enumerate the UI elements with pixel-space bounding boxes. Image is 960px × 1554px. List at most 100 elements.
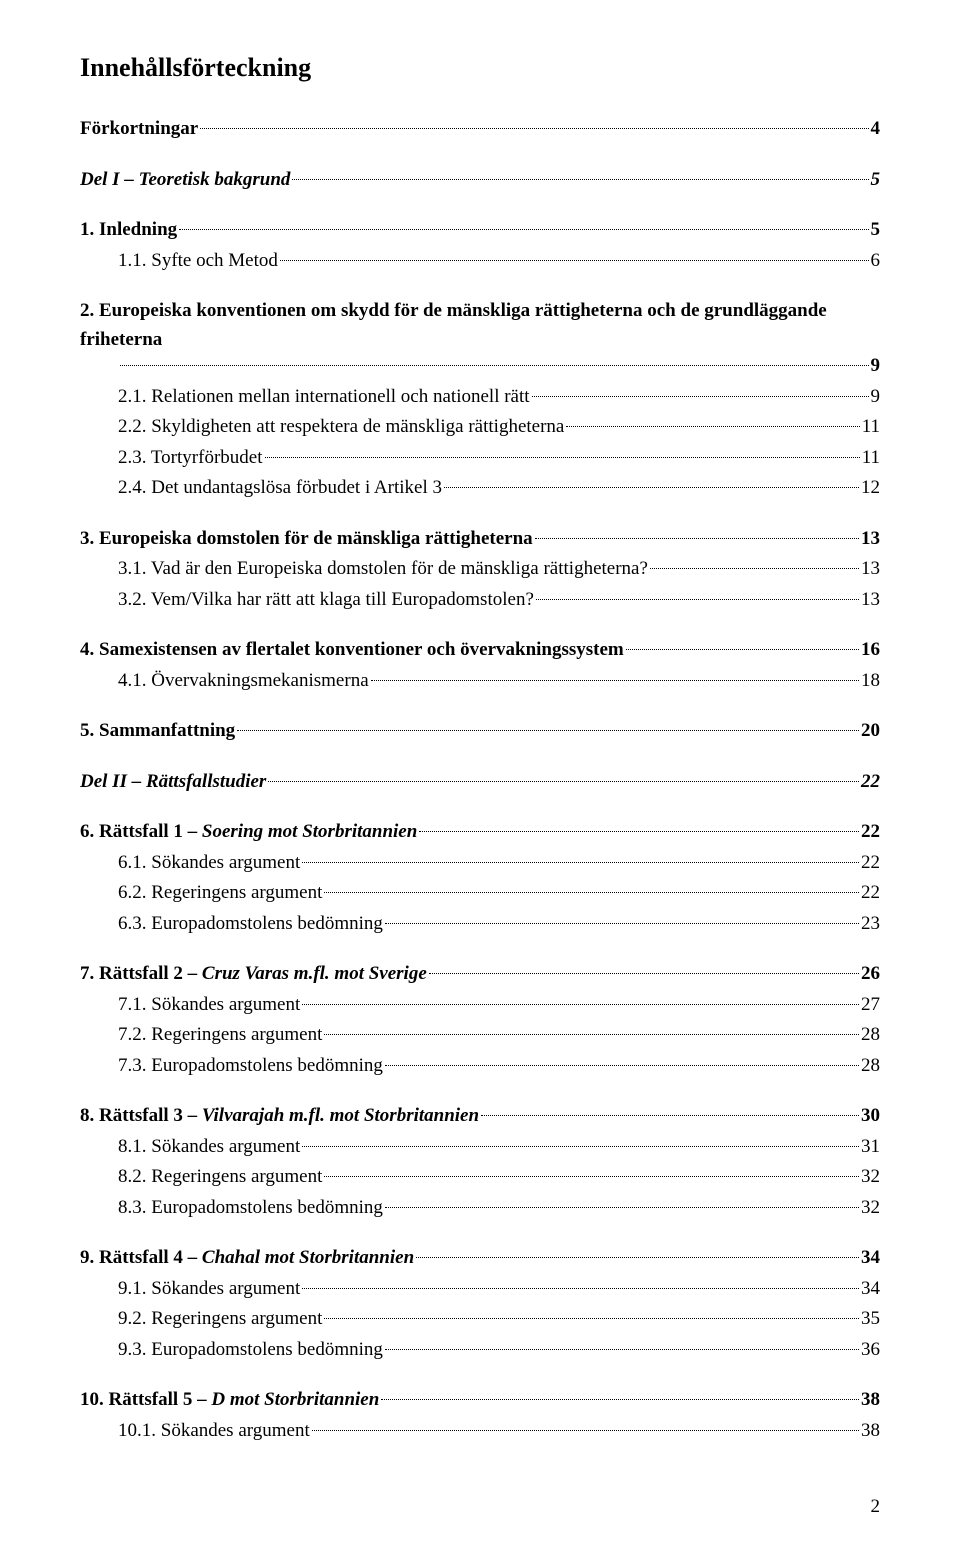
toc-entry: 6.1. Sökandes argument 22 — [80, 849, 880, 878]
toc-label: Del I – Teoretisk bakgrund — [80, 166, 290, 195]
toc-page: 35 — [861, 1305, 880, 1334]
toc-entry: Förkortningar 4 — [80, 115, 880, 144]
toc-page: 27 — [861, 991, 880, 1020]
toc-label: 4. Samexistensen av flertalet konvention… — [80, 636, 624, 665]
toc-leader — [324, 892, 859, 893]
toc-page: 28 — [861, 1052, 880, 1081]
toc-label: 2. Europeiska konventionen om skydd för … — [80, 300, 827, 350]
toc-page: 5 — [871, 216, 881, 245]
toc-page: 9 — [871, 383, 881, 412]
toc-entry: 8.1. Sökandes argument 31 — [80, 1133, 880, 1162]
toc-entry: Del II – Rättsfallstudier 22 — [80, 768, 880, 797]
toc-leader — [302, 1146, 859, 1147]
toc-leader — [265, 457, 860, 458]
toc-page: 36 — [861, 1336, 880, 1365]
toc-leader — [268, 781, 859, 782]
toc-entry: 9.1. Sökandes argument 34 — [80, 1275, 880, 1304]
toc-leader — [302, 1004, 859, 1005]
toc-leader — [371, 680, 859, 681]
toc-leader — [566, 426, 859, 427]
toc-leader — [324, 1176, 859, 1177]
toc-leader — [532, 396, 869, 397]
toc-entry: 10. Rättsfall 5 – D mot Storbritannien 3… — [80, 1386, 880, 1415]
toc-label: 10. Rättsfall 5 – D mot Storbritannien — [80, 1386, 379, 1415]
toc-entry: 2.2. Skyldigheten att respektera de mäns… — [80, 413, 880, 442]
toc-page: 23 — [861, 910, 880, 939]
toc-leader — [237, 730, 859, 731]
toc-label: 1.1. Syfte och Metod — [118, 247, 278, 276]
toc-page: 32 — [861, 1163, 880, 1192]
toc-page: 6 — [871, 247, 881, 276]
toc-leader — [292, 179, 868, 180]
toc-leader — [626, 649, 859, 650]
toc-label: 1. Inledning — [80, 216, 177, 245]
toc-leader — [179, 229, 868, 230]
toc-page: 32 — [861, 1194, 880, 1223]
toc-entry: 6.3. Europadomstolens bedömning 23 — [80, 910, 880, 939]
toc-entry: 3.2. Vem/Vilka har rätt att klaga till E… — [80, 586, 880, 615]
toc-label: 6.2. Regeringens argument — [118, 879, 322, 908]
toc-entry: 2.3. Tortyrförbudet 11 — [80, 444, 880, 473]
toc-entry: 7.3. Europadomstolens bedömning 28 — [80, 1052, 880, 1081]
toc-page: 22 — [861, 818, 880, 847]
toc-label: 8.1. Sökandes argument — [118, 1133, 300, 1162]
toc-entry: 4. Samexistensen av flertalet konvention… — [80, 636, 880, 665]
toc-label: 7. Rättsfall 2 – Cruz Varas m.fl. mot Sv… — [80, 960, 427, 989]
toc-page: 13 — [861, 555, 880, 584]
toc-label: 2.2. Skyldigheten att respektera de mäns… — [118, 413, 564, 442]
toc-leader — [536, 599, 859, 600]
toc-entry: 7.2. Regeringens argument 28 — [80, 1021, 880, 1050]
toc-page: 34 — [861, 1244, 880, 1273]
toc-label: 4.1. Övervakningsmekanismerna — [118, 667, 369, 696]
toc-entry: 4.1. Övervakningsmekanismerna 18 — [80, 667, 880, 696]
toc-label: 6.3. Europadomstolens bedömning — [118, 910, 383, 939]
toc-entry: 8.3. Europadomstolens bedömning 32 — [80, 1194, 880, 1223]
toc-title: Innehållsförteckning — [80, 48, 880, 87]
page-number: 2 — [80, 1493, 880, 1522]
toc-page: 31 — [861, 1133, 880, 1162]
toc-label: 8.2. Regeringens argument — [118, 1163, 322, 1192]
toc-leader — [324, 1034, 859, 1035]
toc-entry: 10.1. Sökandes argument 38 — [80, 1417, 880, 1446]
toc-leader — [481, 1115, 859, 1116]
toc-label: 3. Europeiska domstolen för de mänskliga… — [80, 525, 533, 554]
toc-page: 9 — [871, 352, 881, 381]
toc-leader — [535, 538, 859, 539]
toc-page: 28 — [861, 1021, 880, 1050]
toc-label: 9.1. Sökandes argument — [118, 1275, 300, 1304]
toc-label: 9.3. Europadomstolens bedömning — [118, 1336, 383, 1365]
toc-entry: 9.3. Europadomstolens bedömning 36 — [80, 1336, 880, 1365]
toc-leader — [385, 923, 859, 924]
toc-label: 8. Rättsfall 3 – Vilvarajah m.fl. mot St… — [80, 1102, 479, 1131]
toc-page: 11 — [862, 413, 880, 442]
toc-label: 7.1. Sökandes argument — [118, 991, 300, 1020]
toc-label: 7.2. Regeringens argument — [118, 1021, 322, 1050]
toc-leader — [324, 1318, 859, 1319]
toc-leader — [381, 1399, 859, 1400]
toc-label: Del II – Rättsfallstudier — [80, 768, 266, 797]
toc-entry: 5. Sammanfattning 20 — [80, 717, 880, 746]
toc-leader — [416, 1257, 859, 1258]
toc-label: 8.3. Europadomstolens bedömning — [118, 1194, 383, 1223]
toc-entry: 2. Europeiska konventionen om skydd för … — [80, 297, 880, 381]
toc-entry: Del I – Teoretisk bakgrund 5 — [80, 166, 880, 195]
toc-label: 2.3. Tortyrförbudet — [118, 444, 263, 473]
toc-page: 22 — [861, 768, 880, 797]
toc-label: 5. Sammanfattning — [80, 717, 235, 746]
toc-page: 11 — [862, 444, 880, 473]
toc-label: 2.4. Det undantagslösa förbudet i Artike… — [118, 474, 442, 503]
toc-entry: 2.1. Relationen mellan internationell oc… — [80, 383, 880, 412]
toc-entry: 3.1. Vad är den Europeiska domstolen för… — [80, 555, 880, 584]
toc-page: 34 — [861, 1275, 880, 1304]
toc-label: 2.1. Relationen mellan internationell oc… — [118, 383, 530, 412]
toc-entry: 9.2. Regeringens argument 35 — [80, 1305, 880, 1334]
toc-page: 26 — [861, 960, 880, 989]
toc-entry: 8. Rättsfall 3 – Vilvarajah m.fl. mot St… — [80, 1102, 880, 1131]
toc-label: 10.1. Sökandes argument — [118, 1417, 310, 1446]
toc-page: 5 — [871, 166, 881, 195]
toc-page: 30 — [861, 1102, 880, 1131]
toc-page: 22 — [861, 849, 880, 878]
toc-leader — [385, 1349, 859, 1350]
toc-entry: 2.4. Det undantagslösa förbudet i Artike… — [80, 474, 880, 503]
toc-entry: 6.2. Regeringens argument 22 — [80, 879, 880, 908]
